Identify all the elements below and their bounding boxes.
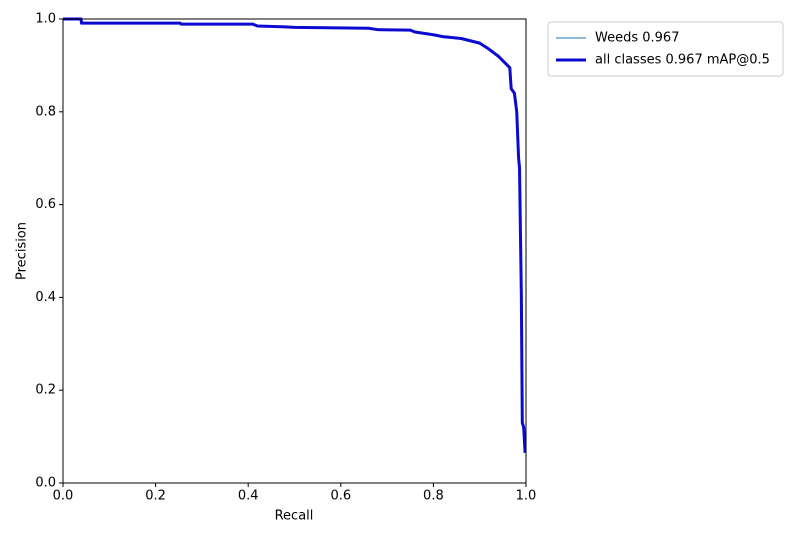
y-tick-label: 0.0: [35, 476, 56, 491]
x-tick-label: 1.0: [516, 489, 537, 504]
y-tick-label: 0.6: [35, 197, 56, 212]
x-tick-label: 0.6: [330, 489, 351, 504]
y-tick-label: 0.8: [35, 104, 56, 119]
y-axis-label: Precision: [15, 222, 30, 280]
x-tick-label: 0.2: [145, 489, 166, 504]
legend-box: [547, 21, 784, 77]
x-tick-label: 0.4: [238, 489, 259, 504]
legend-label: all classes 0.967 mAP@0.5: [595, 53, 770, 68]
legend-label: Weeds 0.967: [595, 31, 679, 46]
y-tick-label: 0.4: [35, 290, 56, 305]
series-line: [63, 18, 526, 453]
plot-frame: [62, 18, 527, 484]
series-line: [63, 17, 527, 453]
y-tick-label: 1.0: [35, 12, 56, 27]
x-tick-label: 0.8: [423, 489, 444, 504]
x-axis-label: Recall: [275, 509, 314, 524]
y-tick-label: 0.2: [35, 383, 56, 398]
x-tick-label: 0.0: [53, 489, 74, 504]
